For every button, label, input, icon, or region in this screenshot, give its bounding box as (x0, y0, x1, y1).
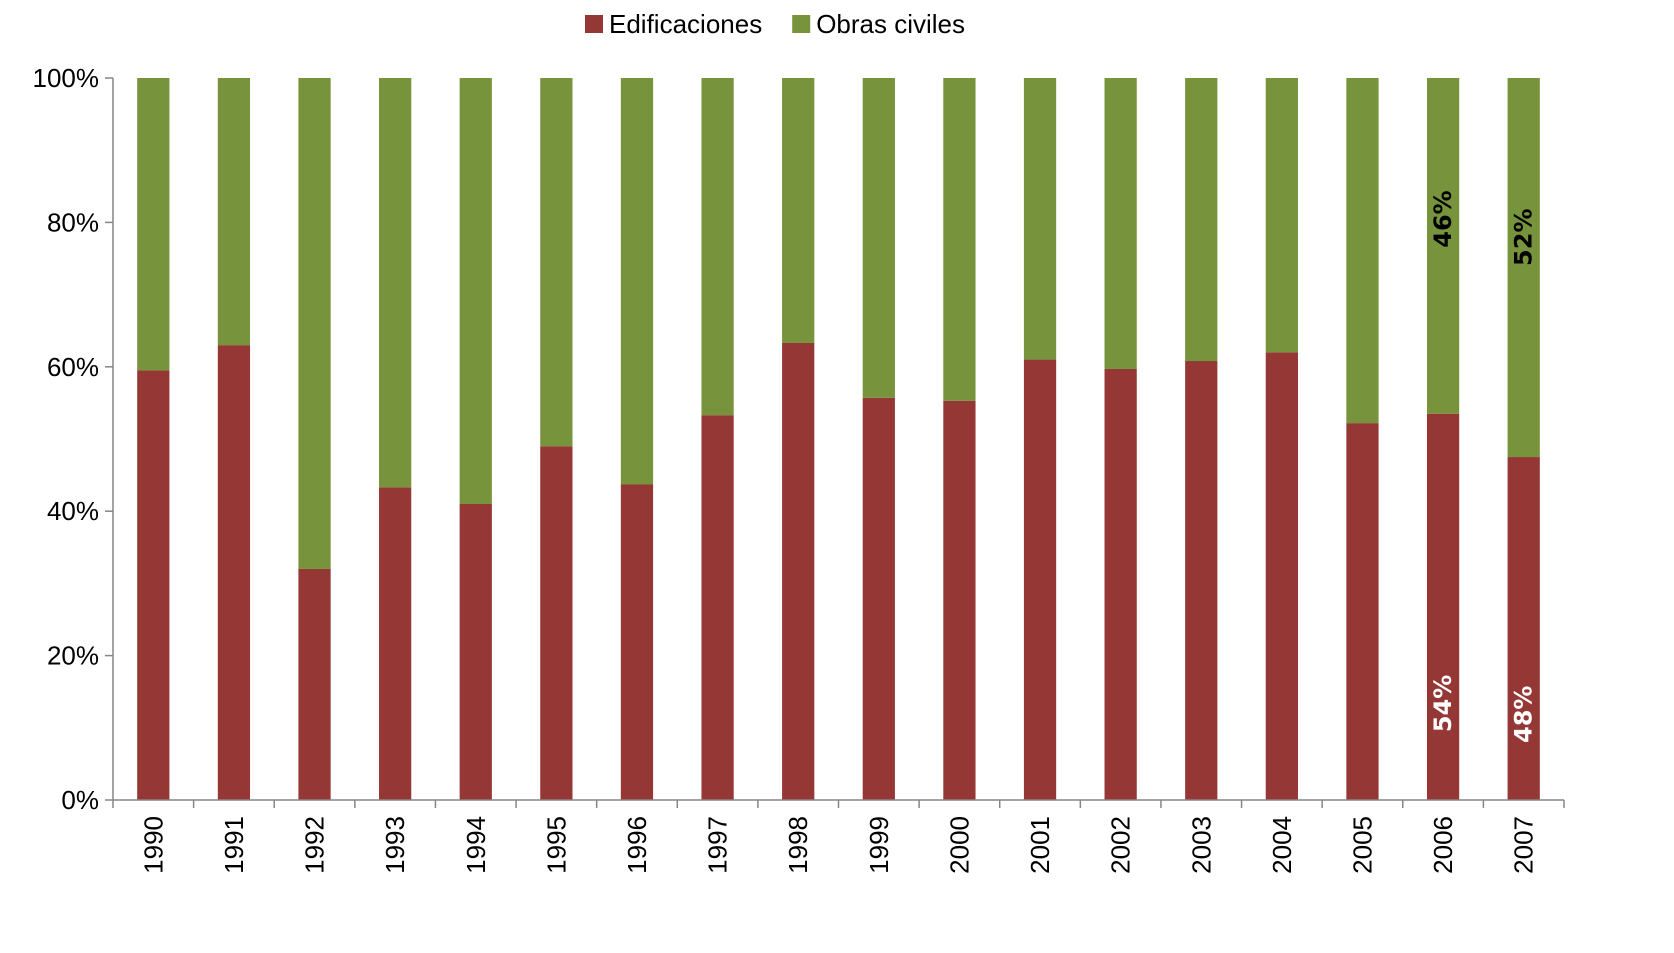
bar-segment (943, 400, 976, 800)
x-tick-label: 2006 (1428, 816, 1458, 874)
x-tick-label: 1992 (300, 816, 330, 874)
bar-segment (1185, 78, 1218, 362)
data-label: 46% (1429, 190, 1457, 247)
bar-segment (459, 503, 492, 800)
data-label: 48% (1510, 686, 1538, 743)
bar-segment (701, 78, 734, 416)
x-tick-label: 1993 (380, 816, 410, 874)
bar-segment (1023, 78, 1057, 360)
bar-segment (298, 568, 331, 800)
bar-segment (701, 415, 734, 800)
x-tick-label: 1990 (138, 816, 168, 874)
bar-segment (540, 446, 573, 800)
x-axis: 1990 1991 1992 1993 1994 1995 1996 1997 1998 1999… (112, 799, 1565, 874)
bar-segment (620, 78, 654, 485)
bar-segment (1507, 78, 1540, 458)
bar-segment (1185, 361, 1218, 800)
y-tick-label: 20% (47, 641, 99, 671)
bar-segment (137, 78, 170, 371)
x-tick-label: 1995 (541, 816, 571, 874)
bar-segment (459, 78, 492, 504)
bar-segment (862, 397, 895, 800)
bar-segment (217, 78, 251, 346)
x-tick-label: 2002 (1106, 816, 1136, 874)
x-tick-label: 2007 (1509, 816, 1539, 874)
x-tick-label: 2001 (1025, 816, 1055, 874)
legend-swatch (585, 15, 603, 33)
bar-segment (1346, 423, 1379, 800)
bar-segment (1265, 352, 1298, 800)
legend-swatch (792, 15, 811, 33)
y-tick-label: 0% (61, 785, 99, 815)
data-labels: 46% 54% 52% 48% (1429, 190, 1538, 743)
y-axis: 0% 20% 40% 60% 80% 100% (33, 63, 114, 815)
bar-segment (1426, 413, 1460, 800)
bar-segment (540, 78, 573, 447)
bar-segment (862, 78, 895, 398)
bar-segment (379, 487, 412, 800)
x-tick-label: 1994 (461, 816, 491, 874)
x-tick-label: 2000 (944, 816, 974, 874)
legend: Edificaciones Obras civiles (585, 9, 965, 39)
bar-segment (1023, 359, 1057, 800)
bar-segment (782, 78, 815, 343)
x-tick-label: 1991 (219, 816, 249, 874)
bar-segment (943, 78, 976, 401)
x-tick-label: 2005 (1347, 816, 1377, 874)
x-tick-label: 1997 (703, 816, 733, 874)
bar-segment (137, 370, 170, 800)
legend-label: Obras civiles (816, 9, 965, 39)
bars (137, 78, 1540, 800)
bar-segment (1265, 78, 1298, 353)
bar-segment (782, 342, 815, 800)
bar-segment (1104, 78, 1137, 369)
y-tick-label: 80% (47, 207, 99, 237)
y-tick-label: 100% (33, 63, 100, 93)
x-tick-label: 2003 (1186, 816, 1216, 874)
bar-segment (379, 78, 412, 488)
bar-segment (1104, 368, 1137, 800)
bar-segment (1507, 457, 1540, 800)
bar-segment (1346, 78, 1379, 424)
x-tick-label: 1999 (864, 816, 894, 874)
data-label: 52% (1510, 208, 1538, 265)
bar-segment (298, 78, 331, 569)
y-tick-label: 60% (47, 352, 99, 382)
bar-segment (217, 345, 251, 800)
bar-segment (620, 484, 654, 800)
x-tick-label: 2004 (1267, 816, 1297, 874)
y-tick-label: 40% (47, 496, 99, 526)
x-tick-label: 1998 (783, 816, 813, 874)
bar-segment (1426, 78, 1460, 414)
x-tick-label: 1996 (622, 816, 652, 874)
legend-label: Edificaciones (609, 9, 762, 39)
data-label: 54% (1429, 675, 1457, 732)
